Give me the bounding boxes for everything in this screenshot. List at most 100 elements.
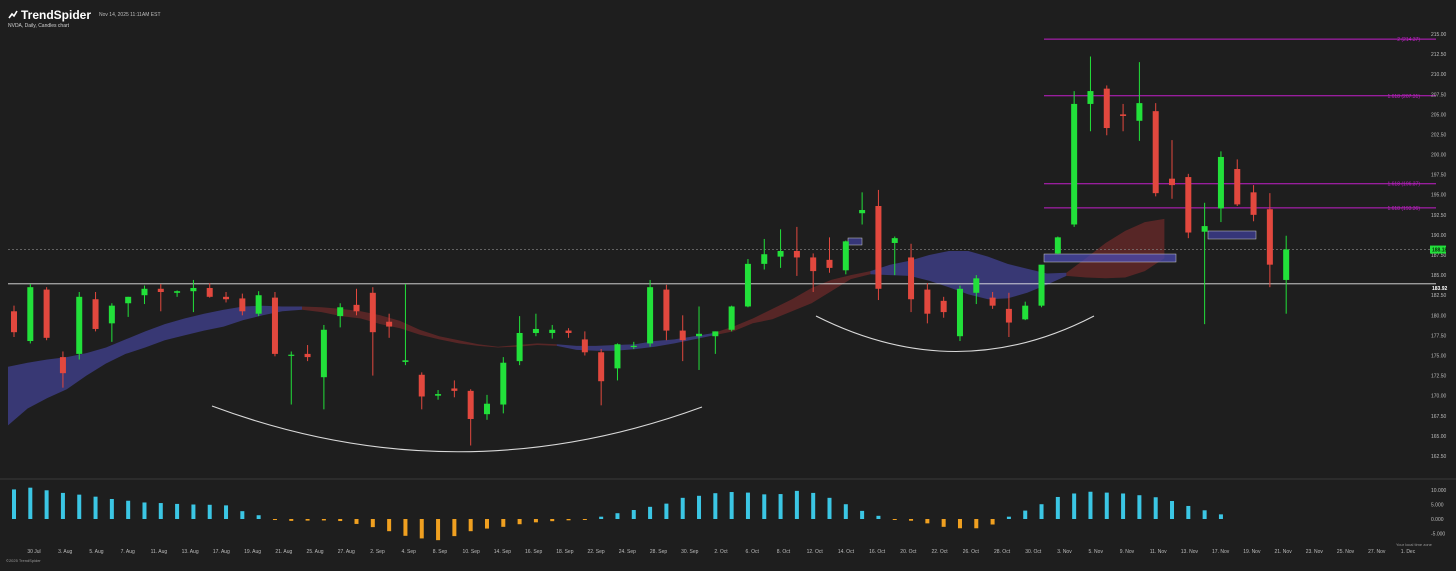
oscillator-bar (1072, 493, 1077, 519)
oscillator-bar (794, 490, 799, 519)
date-tick-label: 13. Nov (1181, 549, 1199, 555)
candle-body (1103, 88, 1110, 129)
oscillator-bar (1170, 501, 1175, 519)
price-tick-label: 197.50 (1431, 173, 1447, 179)
date-tick-label: 12. Oct (807, 549, 824, 555)
zone-box (1207, 230, 1257, 240)
candle-body (777, 251, 784, 257)
candle-body (125, 296, 132, 304)
oscillator-bar (599, 516, 604, 519)
price-tick-label: 170.00 (1431, 394, 1447, 400)
trendspider-logo-icon (8, 10, 18, 19)
candle-body (973, 278, 980, 293)
candle-body (532, 328, 539, 333)
oscillator-tick-label: 5.000 (1431, 503, 1444, 509)
date-tick-label: 14. Sep (494, 549, 511, 555)
date-tick-label: 26. Oct (963, 549, 980, 555)
date-tick-label: 24. Sep (619, 549, 636, 555)
zone-box (1043, 253, 1177, 263)
date-tick-label: 3. Nov (1057, 549, 1072, 555)
date-tick-label: 22. Oct (932, 549, 949, 555)
oscillator-bar (1121, 493, 1126, 519)
candle-body (174, 291, 181, 293)
candle-body (190, 287, 197, 292)
fib-level-label: 2 (214.37) (1397, 37, 1420, 43)
candle-body (728, 306, 735, 330)
date-tick-label: 17. Nov (1212, 549, 1230, 555)
date-tick-label: 3. Aug (58, 549, 72, 555)
oscillator-bar (1104, 492, 1109, 519)
candle-body (1217, 156, 1224, 209)
cloud-band-bear (713, 271, 871, 336)
copyright: ©2025 TrendSpider (6, 558, 41, 563)
price-tick-label: 175.00 (1431, 353, 1447, 359)
oscillator-bar (566, 519, 571, 521)
candle-body (1136, 103, 1143, 121)
date-tick-label: 2. Oct (714, 549, 728, 555)
support-price-label: 183.92 (1432, 286, 1448, 292)
candle-body (956, 288, 963, 337)
candle-body (744, 263, 751, 307)
candle-body (842, 241, 849, 271)
candle-body (500, 362, 507, 405)
price-tick-label: 182.50 (1431, 293, 1447, 299)
candle-body (141, 288, 148, 296)
date-tick-label: 2. Sep (370, 549, 385, 555)
brand-logo: TrendSpider (8, 8, 91, 22)
cloud-band-layer (8, 218, 1165, 426)
date-tick-label: 6. Oct (746, 549, 760, 555)
oscillator-bar (860, 510, 865, 519)
oscillator-tick-label: -5.000 (1431, 532, 1445, 538)
date-tick-label: 25. Nov (1337, 549, 1355, 555)
candle-body (467, 390, 474, 419)
oscillator-bar (713, 493, 718, 519)
oscillator-bar (501, 519, 506, 527)
candle-body (1022, 305, 1029, 320)
oscillator-bar (550, 519, 555, 522)
oscillator-bar (272, 519, 277, 521)
oscillator-bar (419, 519, 424, 539)
oscillator-bar (990, 519, 995, 525)
candle-body (581, 339, 588, 353)
date-tick-label: 27. Nov (1368, 549, 1386, 555)
candle-body (304, 353, 311, 358)
candle-body (255, 295, 262, 314)
oscillator-bar (468, 519, 473, 532)
oscillator-bar (191, 504, 196, 519)
oscillator-bar (77, 494, 82, 519)
candle-body (353, 304, 360, 312)
oscillator-bar (957, 519, 962, 529)
candle-body (386, 321, 393, 327)
candles-layer (11, 56, 1290, 446)
cup-arc-right (815, 315, 1095, 353)
date-tick-label: 28. Oct (994, 549, 1011, 555)
candle-body (1071, 103, 1078, 225)
oscillator-bar (436, 519, 441, 541)
price-tick-label: 177.50 (1431, 333, 1447, 339)
oscillator-bar (1218, 514, 1223, 519)
oscillator-bar (44, 490, 49, 519)
oscillator-bar (1006, 516, 1011, 519)
oscillator-bar (778, 494, 783, 519)
candle-body (1005, 308, 1012, 323)
candle-body (1038, 264, 1045, 306)
timestamp: Nov 14, 2025 11:11AM EST (99, 12, 161, 18)
oscillator-bar (158, 503, 163, 519)
fib-level-label: 1.618 (193.36) (1387, 206, 1420, 212)
zone-box (847, 237, 863, 246)
candle-body (11, 311, 17, 333)
oscillator-bar (370, 519, 375, 528)
oscillator-bar (582, 519, 587, 520)
candle-body (369, 292, 376, 333)
candle-body (696, 333, 703, 337)
cloud-band-bear (1066, 218, 1165, 279)
date-tick-label: 5. Aug (89, 549, 103, 555)
candle-body (1234, 169, 1241, 205)
oscillator-bar (1023, 510, 1028, 519)
candle-body (59, 357, 66, 374)
candle-body (288, 354, 295, 356)
oscillator-bar (1186, 505, 1191, 519)
oscillator-bar (1153, 497, 1158, 519)
